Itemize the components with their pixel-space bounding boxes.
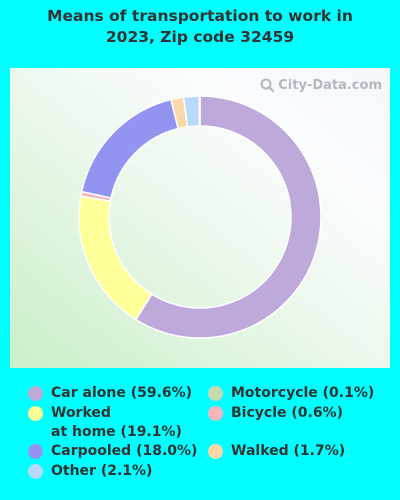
legend-swatch: [28, 386, 43, 401]
legend-item-2: Worked at home (19.1%): [28, 404, 182, 442]
legend-label: Walked (1.7%): [231, 443, 346, 459]
chart-title-line-2: 2023, Zip code 32459: [105, 28, 295, 46]
legend-label: Bicycle (0.6%): [231, 405, 343, 421]
legend-swatch: [28, 464, 43, 479]
legend-label: Worked at home (19.1%): [51, 405, 182, 440]
legend: Car alone (59.6%) Worked at home (19.1%) C…: [0, 384, 400, 500]
chart-title: Means of transportation to work in 2023,…: [0, 6, 400, 48]
legend-label: Motorcycle (0.1%): [231, 385, 375, 401]
donut-slice-7: [198, 95, 201, 127]
legend-item-5: Motorcycle (0.1%): [208, 384, 374, 403]
legend-item-7: Walked (1.7%): [208, 442, 345, 461]
magnifier-icon: [260, 78, 275, 92]
legend-swatch: [208, 386, 223, 401]
donut-slice-4: [80, 98, 180, 199]
legend-swatch: [208, 444, 223, 459]
donut-slice-2: [78, 195, 153, 321]
legend-label: Carpooled (18.0%): [51, 443, 198, 459]
legend-label: Other (2.1%): [51, 463, 153, 479]
legend-item-3: Carpooled (18.0%): [28, 442, 197, 461]
legend-swatch: [28, 406, 43, 421]
chart-title-line-1: Means of transportation to work in: [47, 7, 353, 25]
watermark: City-Data.com: [260, 76, 382, 94]
legend-swatch: [208, 406, 223, 421]
watermark-text: City-Data.com: [278, 77, 382, 93]
legend-item-6: Bicycle (0.6%): [208, 404, 343, 423]
legend-item-4: Other (2.1%): [28, 462, 152, 481]
donut-slice-1: [134, 95, 322, 339]
legend-item-1: Car alone (59.6%): [28, 384, 192, 403]
legend-swatch: [28, 444, 43, 459]
legend-label: Car alone (59.6%): [51, 385, 193, 401]
